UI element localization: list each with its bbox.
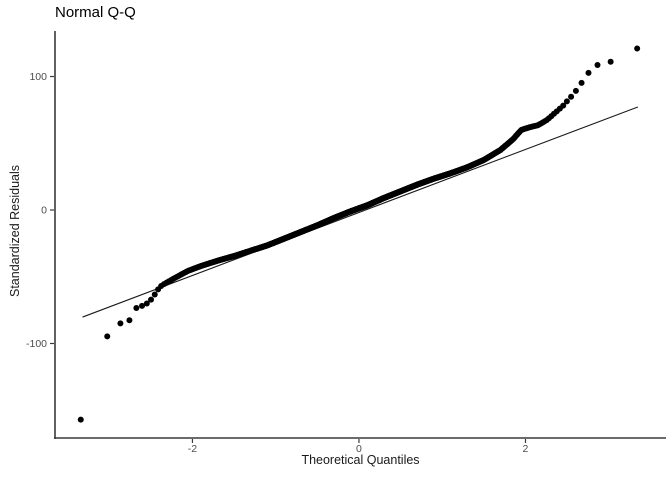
x-axis-title: Theoretical Quantiles: [301, 453, 420, 467]
qq-point: [104, 333, 111, 340]
qq-point: [126, 317, 133, 324]
qq-point: [143, 300, 150, 307]
qq-point: [563, 98, 570, 105]
qq-point: [634, 45, 641, 52]
y-tick-label: 0: [41, 205, 47, 217]
y-tick-label: 100: [29, 71, 47, 83]
qq-point: [578, 79, 585, 86]
x-tick-label: 0: [356, 443, 362, 455]
qq-point: [560, 102, 567, 109]
qq-reference-line: [82, 106, 639, 318]
axes-layer: [54, 31, 666, 439]
y-tick-label: -100: [26, 338, 47, 350]
tick-marks-layer: [50, 75, 527, 443]
x-tick-label: 2: [523, 443, 529, 455]
qq-point: [133, 305, 140, 312]
qq-point: [117, 320, 124, 327]
qq-point: [607, 58, 614, 65]
tick-labels-layer: -2 0 2 -100 0 100: [26, 71, 529, 455]
x-tick-label: -2: [188, 443, 197, 455]
qq-point: [585, 69, 592, 76]
qq-point: [568, 93, 575, 100]
qq-point: [139, 302, 146, 309]
qq-point: [594, 61, 601, 68]
points-layer: [77, 45, 641, 423]
qq-point: [151, 291, 158, 298]
qq-point: [77, 416, 84, 423]
reference-line-layer: [82, 106, 639, 318]
qq-point: [148, 296, 155, 303]
qq-point: [572, 87, 579, 94]
chart-title: Normal Q-Q: [55, 4, 136, 21]
